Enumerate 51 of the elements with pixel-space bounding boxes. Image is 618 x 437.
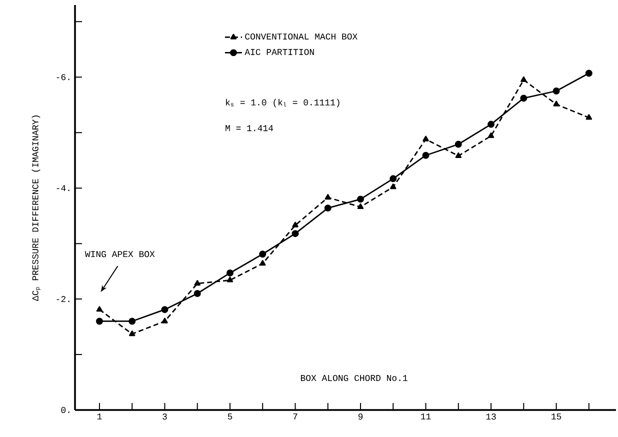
- point: [552, 88, 560, 94]
- point: [357, 203, 364, 210]
- point: [324, 204, 332, 212]
- point: [194, 280, 200, 286]
- x-tick-label: 15: [552, 414, 562, 420]
- point: [553, 100, 560, 106]
- point: [226, 269, 234, 276]
- point: [585, 70, 592, 77]
- point: [488, 132, 494, 138]
- point: [586, 114, 592, 120]
- point: [194, 290, 201, 297]
- y-axis-title: ΔC$_{p}$ PRESSURE DIFFERENCE (IMAGINARY): [32, 116, 41, 301]
- y-tick-label: -2.: [56, 296, 70, 302]
- point: [128, 318, 136, 325]
- point: [96, 306, 103, 312]
- x-tick-label: 1: [97, 414, 102, 420]
- y-tick-label: -6.: [56, 74, 70, 80]
- annotation: WING APEX BOX: [84, 251, 155, 258]
- point: [422, 152, 430, 159]
- annotation: M = 1.414: [226, 125, 274, 132]
- annotation: BOX ALONG CHORD No.1: [300, 374, 408, 382]
- point: [357, 196, 364, 203]
- annotation: k$_{s}$ = 1.0 (k$_{l}$ = 0.1111): [226, 98, 340, 108]
- x-tick-label: 5: [228, 414, 232, 420]
- x-tick-label: 3: [162, 414, 167, 420]
- y-tick-label: -4.: [56, 185, 70, 192]
- point: [520, 76, 527, 82]
- point: [128, 330, 136, 336]
- point: [455, 152, 462, 158]
- point: [390, 183, 396, 190]
- point: [488, 120, 495, 128]
- point: [454, 140, 462, 148]
- point: [259, 250, 266, 258]
- point: [292, 222, 298, 228]
- point: [260, 260, 266, 266]
- x-tick-label: 13: [486, 414, 496, 420]
- point: [390, 175, 397, 182]
- x-tick-label: 9: [358, 414, 363, 420]
- x-tick-label: 7: [293, 414, 298, 420]
- point: [292, 230, 299, 238]
- point: [161, 306, 168, 314]
- x-tick-label: 11: [421, 414, 431, 420]
- y-tick-label: 0.: [61, 406, 70, 414]
- point: [162, 318, 168, 324]
- point: [324, 194, 331, 200]
- point: [422, 136, 429, 142]
- point: [226, 276, 234, 282]
- legend-label: CONVENTIONAL MACH BOX: [245, 33, 358, 40]
- point: [520, 94, 528, 102]
- point: [96, 318, 103, 325]
- legend-label: AIC PARTITION: [244, 48, 314, 56]
